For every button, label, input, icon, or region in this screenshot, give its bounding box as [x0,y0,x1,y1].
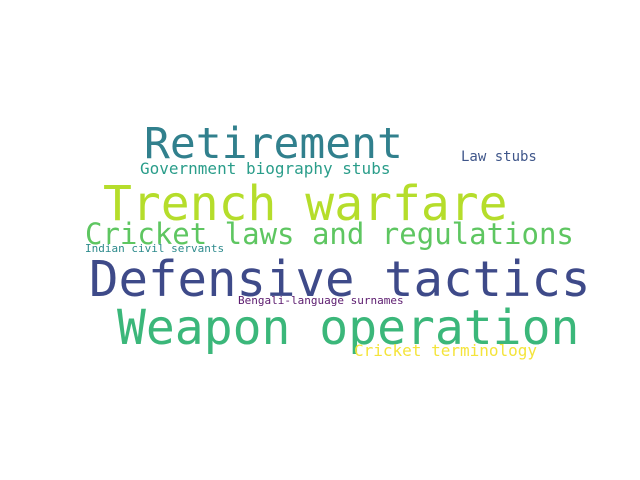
word-trench-warfare: Trench warfare [103,176,508,232]
word-bengali-language-surnames: Bengali-language surnames [238,294,404,307]
word-cricket-laws-and-regulations: Cricket laws and regulations [85,217,574,251]
word-defensive-tactics: Defensive tactics [89,251,591,308]
word-weapon-operation: Weapon operation [117,300,580,356]
word-retirement: Retirement [144,119,403,169]
word-government-biography-stubs: Government biography stubs [140,159,391,178]
word-cricket-terminology: Cricket terminology [354,341,538,360]
word-indian-civil-servants: Indian civil servants [85,242,225,255]
word-law-stubs: Law stubs [461,149,537,165]
